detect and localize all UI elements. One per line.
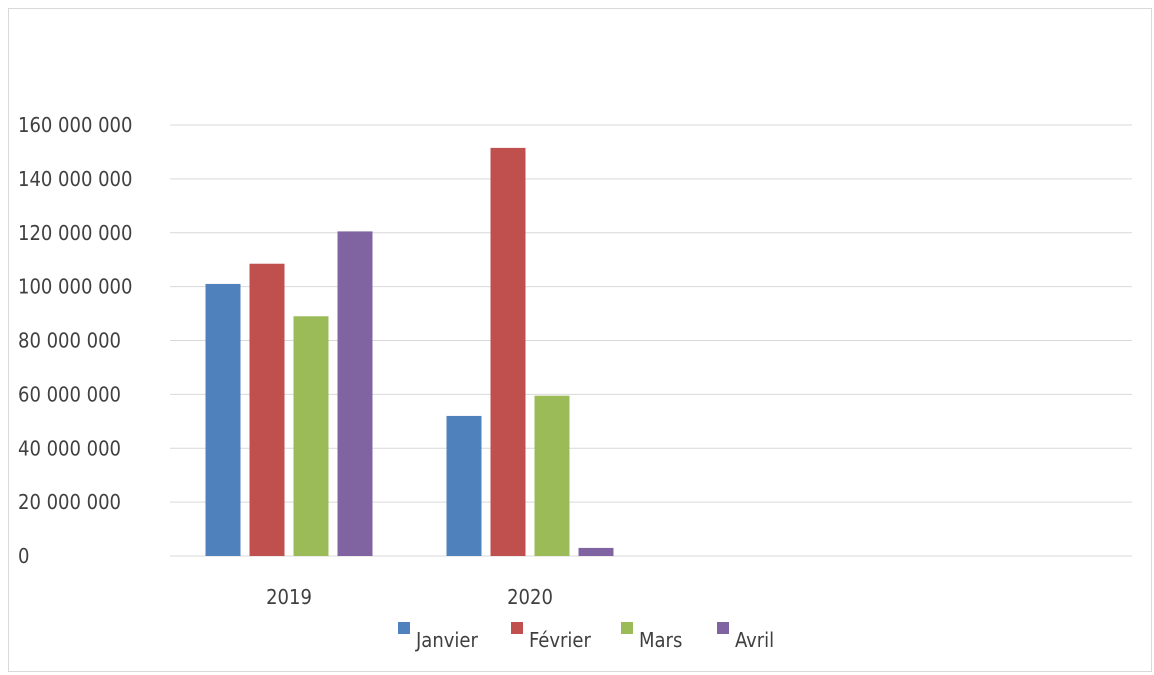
legend-item: Avril <box>717 622 774 652</box>
legend-item: Février <box>511 622 591 652</box>
y-tick-label: 0 <box>18 544 29 568</box>
legend-item: Mars <box>621 622 682 652</box>
y-tick-label: 60 000 000 <box>18 382 121 406</box>
legend-label: Février <box>529 628 591 652</box>
legend-label: Avril <box>735 628 774 652</box>
bar-mars-2020 <box>534 395 570 556</box>
bar-avril-2020 <box>578 547 614 556</box>
bar-f-vrier-2019 <box>249 263 285 556</box>
bar-janvier-2019 <box>205 283 241 556</box>
legend-swatch <box>717 622 729 634</box>
y-tick-label: 140 000 000 <box>18 167 132 191</box>
legend: Janvier Février Mars Avril <box>398 622 774 652</box>
y-axis-tick-labels: 0 20 000 000 40 000 000 60 000 000 80 000 00… <box>18 113 132 568</box>
y-tick-label: 40 000 000 <box>18 436 121 460</box>
bar-avril-2019 <box>337 231 373 556</box>
y-tick-label: 160 000 000 <box>18 113 132 137</box>
y-tick-label: 120 000 000 <box>18 221 132 245</box>
x-axis-tick-labels: 2019 2020 <box>266 585 553 609</box>
legend-label: Janvier <box>415 628 478 652</box>
x-tick-label: 2020 <box>507 585 553 609</box>
legend-swatch <box>621 622 633 634</box>
y-tick-label: 100 000 000 <box>18 275 132 299</box>
legend-swatch <box>398 622 410 634</box>
x-tick-label: 2019 <box>266 585 312 609</box>
gridlines <box>170 124 1132 557</box>
legend-item: Janvier <box>398 622 478 652</box>
bar-janvier-2020 <box>446 415 482 556</box>
legend-label: Mars <box>639 628 682 652</box>
bars <box>205 147 614 556</box>
legend-swatch <box>511 622 523 634</box>
y-tick-label: 20 000 000 <box>18 490 121 514</box>
bar-f-vrier-2020 <box>490 147 526 556</box>
y-tick-label: 80 000 000 <box>18 329 121 353</box>
bar-mars-2019 <box>293 316 329 556</box>
